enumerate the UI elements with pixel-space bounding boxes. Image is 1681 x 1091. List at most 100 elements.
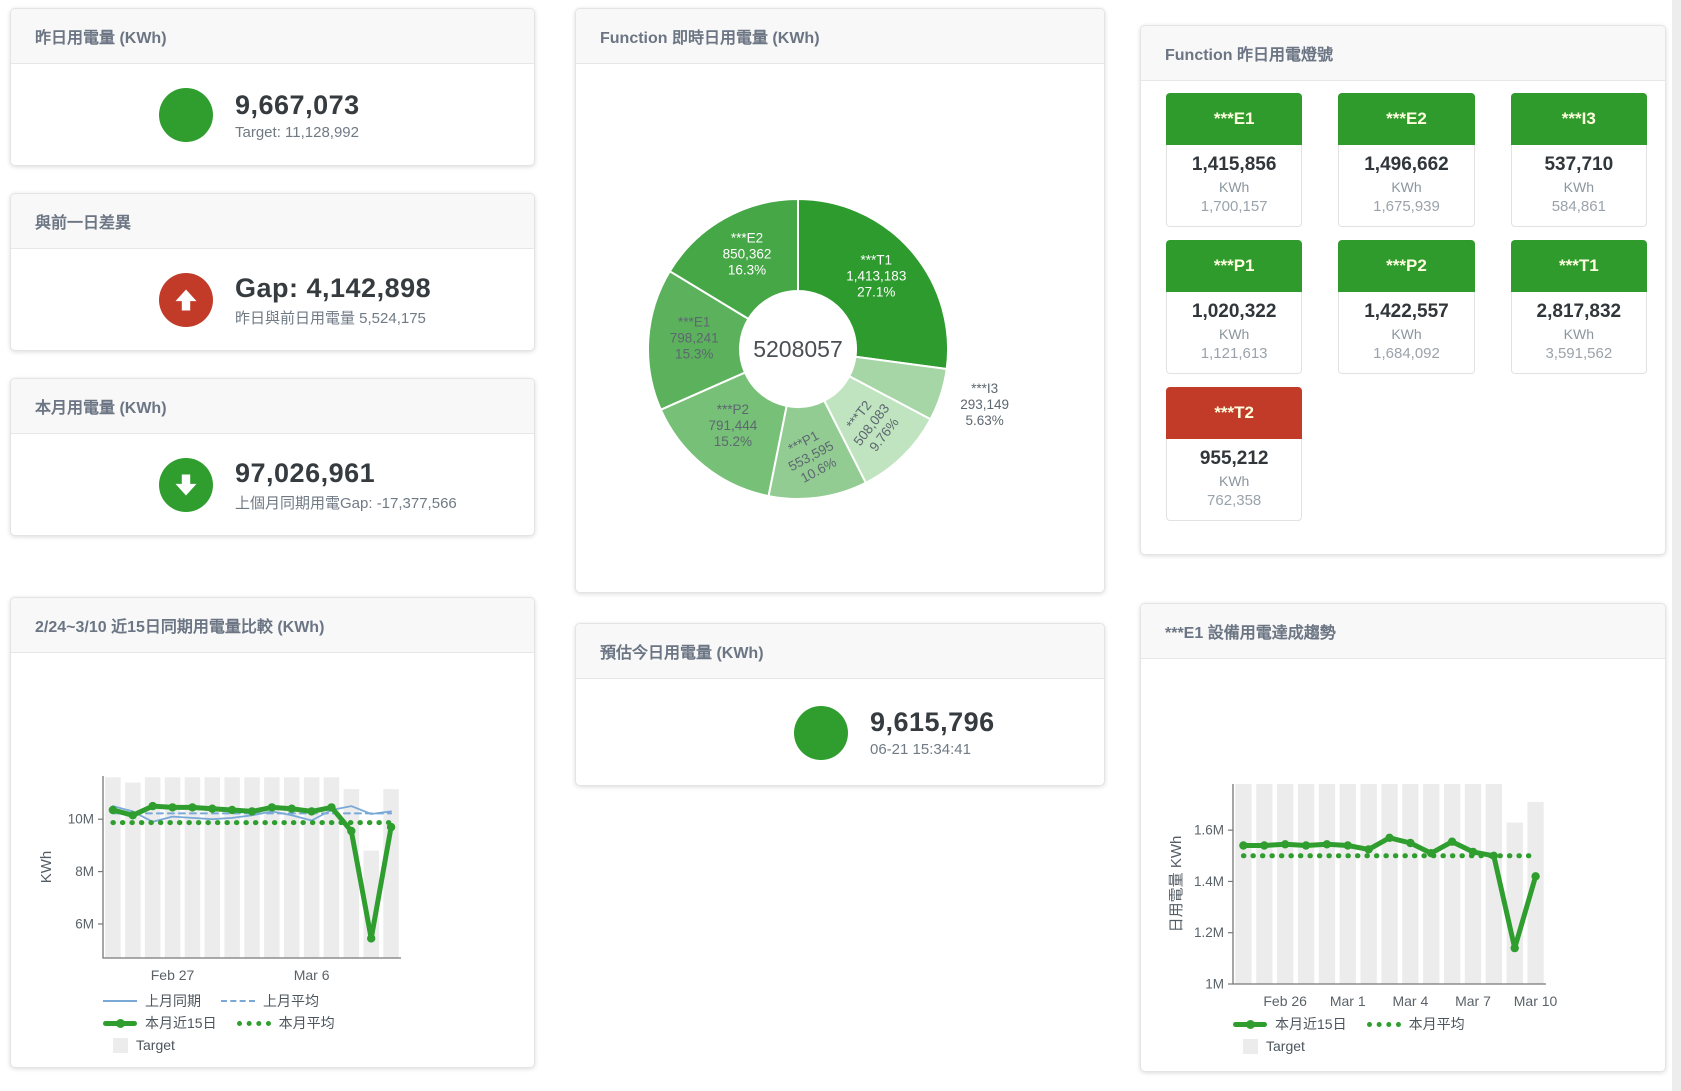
card-title: 昨日用電量 (KWh) (11, 9, 534, 64)
legend-item[interactable]: 本月平均 (278, 1015, 335, 1031)
y-tick-label: 1.2M (1194, 925, 1224, 940)
light-tile-target: 1,675,939 (1373, 198, 1440, 215)
x-tick-label: Mar 7 (1455, 993, 1491, 1009)
card-day-gap: 與前一日差異 Gap: 4,142,898 昨日與前日用電量 5,524,175 (10, 193, 535, 351)
donut-slice-***E1[interactable] (647, 269, 750, 412)
light-tile-label: ***I3 (1510, 93, 1647, 145)
x-tick-label: Feb 27 (151, 967, 195, 983)
donut-slice-***E2[interactable] (668, 197, 799, 321)
target-bar (1464, 784, 1482, 984)
light-tile-body: 1,422,557 KWh 1,684,092 (1338, 292, 1475, 374)
trend-chart: 1M 1.2M 1.4M 1.6M Feb 26 Mar 1 Mar 4 Mar 7 Mar 1… (1168, 784, 1558, 1009)
legend-row: Target (1233, 1035, 1665, 1057)
target-bar (1297, 784, 1315, 984)
light-tile-value: 1,020,322 (1191, 301, 1277, 322)
light-tile-***T2: ***T2 955,212 KWh 762,358 (1166, 387, 1303, 521)
series-point (287, 804, 296, 813)
light-tile-unit: KWh (1391, 326, 1422, 342)
kpi-subtitle: 昨日與前日用電量 5,524,175 (235, 309, 426, 327)
chart-axes (102, 776, 401, 959)
kpi-value: 97,026,961 (235, 457, 376, 488)
donut-slice-***P2[interactable] (659, 371, 788, 498)
legend-swatch-box-gray (113, 1037, 128, 1053)
series-point (227, 805, 237, 815)
light-tiles-grid: ***E1 1,415,856 KWh 1,700,157 ***E2 1,496,662… (1141, 81, 1665, 521)
donut-slice-label: ***E2 850,362 16.3% (723, 230, 772, 277)
series-point (1468, 847, 1478, 857)
y-axis-label: 日用電量 KWh (1168, 836, 1185, 933)
series-point (1489, 851, 1498, 860)
series-point (267, 803, 277, 812)
legend-row: 本月近15日 本月平均 (103, 1012, 534, 1034)
legend-item[interactable]: 本月近15日 (1275, 1016, 1347, 1032)
target-bar (1527, 801, 1544, 984)
light-tile-target: 1,684,092 (1373, 345, 1440, 362)
target-bar (1444, 784, 1461, 984)
target-bar (105, 777, 121, 958)
kpi-value: 9,615,796 (870, 707, 995, 737)
y-tick-label: 6M (75, 916, 94, 931)
target-bar (224, 777, 240, 958)
light-tile-value: 537,710 (1544, 154, 1614, 175)
target-bar (1506, 822, 1523, 984)
series-point (1406, 838, 1415, 848)
y-axis-label: KWh (38, 851, 55, 884)
card-title: ***E1 設備用電達成趨勢 (1141, 604, 1665, 659)
light-tile-target: 762,358 (1207, 492, 1262, 509)
series-point (1260, 841, 1269, 850)
light-tile-unit: KWh (1563, 326, 1594, 342)
series-point (327, 803, 336, 812)
light-tile-body: 955,212 KWh 762,358 (1166, 439, 1303, 521)
target-bar (1277, 784, 1294, 984)
card-month-usage: 本月用電量 (KWh) 97,026,961 上個月同期用電Gap: -17,3… (10, 378, 535, 536)
target-bar (1402, 784, 1419, 984)
light-tile-unit: KWh (1218, 473, 1250, 489)
series-point (1343, 841, 1352, 850)
legend-swatch-line-green (1233, 1019, 1267, 1029)
legend-item[interactable]: 上月同期 (145, 993, 201, 1009)
legend-item[interactable]: 本月平均 (1408, 1016, 1465, 1032)
legend-item[interactable]: 本月近15日 (145, 1015, 217, 1031)
light-tile-label: ***P1 (1166, 240, 1303, 292)
light-tile-body: 1,020,322 KWh 1,121,613 (1166, 292, 1303, 374)
light-tile-value: 1,496,662 (1364, 154, 1449, 175)
arrow-up-icon (159, 273, 213, 327)
legend-item[interactable]: Target (1266, 1038, 1305, 1054)
target-bar (125, 782, 141, 958)
donut-slice-***T1[interactable] (797, 197, 950, 371)
card-15day-compare: 2/24~3/10 近15日同期用電量比較 (KWh) 6M 8M 10M Feb 2… (10, 597, 535, 1068)
target-bar (1318, 784, 1336, 984)
light-tile-label: ***T1 (1510, 240, 1647, 292)
legend-item[interactable]: 上月平均 (263, 993, 319, 1009)
target-bar (1381, 784, 1398, 984)
x-tick-label: Feb 26 (1263, 993, 1307, 1009)
series-point (1364, 845, 1373, 854)
series-point (1531, 872, 1540, 881)
kpi-subtitle: 06-21 15:34:41 (870, 741, 971, 758)
series-point (1281, 840, 1290, 849)
series-point (128, 811, 137, 820)
x-tick-label: Mar 4 (1392, 993, 1428, 1009)
card-e1-trend: ***E1 設備用電達成趨勢 1M 1.2M 1.4M 1.6M Feb 26 Mar 1… (1140, 603, 1666, 1072)
card-yesterday-lights: Function 昨日用電燈號 ***E1 1,415,856 KWh 1,700,1… (1140, 25, 1666, 555)
legend-item[interactable]: Target (136, 1037, 175, 1053)
legend-swatch-dot-green (236, 1020, 271, 1026)
light-tile-target: 1,121,613 (1200, 345, 1268, 362)
target-bar (1360, 784, 1377, 984)
target-bar (284, 777, 300, 958)
light-tile-label: ***T2 (1166, 387, 1303, 439)
card-realtime-donut: Function 即時日用電量 (KWh) ***T1 1,413,183 27.1… (575, 8, 1105, 593)
light-tile-label: ***E1 (1166, 93, 1303, 145)
light-tile-***P1: ***P1 1,020,322 KWh 1,121,613 (1166, 240, 1303, 374)
series-point (347, 826, 356, 836)
light-tile-***P2: ***P2 1,422,557 KWh 1,684,092 (1338, 240, 1475, 374)
light-tile-unit: KWh (1218, 179, 1250, 195)
light-tile-unit: KWh (1218, 326, 1250, 342)
light-tile-body: 537,710 KWh 584,861 (1510, 145, 1647, 227)
light-tile-target: 3,591,562 (1545, 345, 1613, 362)
y-tick-label: 1.4M (1194, 874, 1224, 889)
status-circle-icon (159, 88, 213, 142)
series-point (1322, 840, 1332, 849)
series-point (386, 822, 396, 832)
vertical-scrollbar[interactable] (1672, 0, 1681, 1091)
